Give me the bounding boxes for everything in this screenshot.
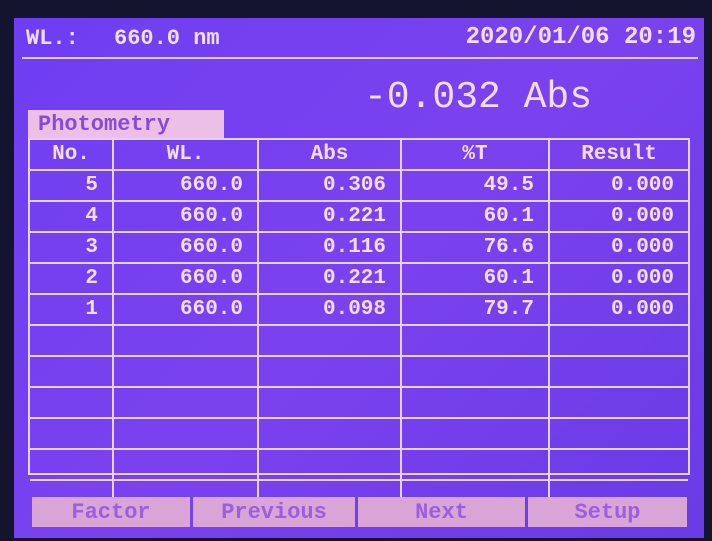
- cell: [114, 450, 259, 479]
- cell: [30, 419, 114, 448]
- cell: [30, 357, 114, 386]
- datetime: 2020/01/06 20:19: [466, 24, 696, 51]
- cell: 0.098: [259, 295, 402, 324]
- cell: [550, 388, 688, 417]
- cell: 660.0: [114, 264, 259, 293]
- softkey-button[interactable]: Setup: [528, 497, 687, 527]
- cell: 0.000: [550, 264, 688, 293]
- cell: [114, 326, 259, 355]
- cell: [259, 357, 402, 386]
- wavelength: 660.0 nm: [114, 26, 220, 51]
- table-row: [30, 419, 688, 450]
- cell: 60.1: [402, 264, 550, 293]
- cell: [30, 388, 114, 417]
- cell: [259, 326, 402, 355]
- header-divider: [22, 57, 698, 59]
- cell: 660.0: [114, 171, 259, 200]
- column-header: Abs: [259, 140, 402, 169]
- cell: 0.000: [550, 171, 688, 200]
- cell: [30, 450, 114, 479]
- cell: 0.116: [259, 233, 402, 262]
- cell: [550, 419, 688, 448]
- cell: 3: [30, 233, 114, 262]
- softkey-button[interactable]: Previous: [193, 497, 355, 527]
- cell: 660.0: [114, 295, 259, 324]
- cell: 660.0: [114, 202, 259, 231]
- cell: 1: [30, 295, 114, 324]
- cell: 4: [30, 202, 114, 231]
- table-row: [30, 326, 688, 357]
- reading: -0.032 Abs: [364, 76, 592, 119]
- cell: 0.000: [550, 202, 688, 231]
- cell: 0.221: [259, 264, 402, 293]
- cell: [259, 450, 402, 479]
- cell: [402, 357, 550, 386]
- cell: 5: [30, 171, 114, 200]
- cell: [550, 357, 688, 386]
- cell: [114, 357, 259, 386]
- tab[interactable]: Photometry: [28, 110, 224, 138]
- cell: 660.0: [114, 233, 259, 262]
- cell: 49.5: [402, 171, 550, 200]
- cell: [114, 419, 259, 448]
- cell: 0.221: [259, 202, 402, 231]
- cell: [259, 388, 402, 417]
- column-header: WL.: [114, 140, 259, 169]
- cell: 2: [30, 264, 114, 293]
- cell: 0.000: [550, 295, 688, 324]
- cell: [402, 419, 550, 448]
- cell: [30, 326, 114, 355]
- cell: 0.000: [550, 233, 688, 262]
- cell: [402, 388, 550, 417]
- page: WL.: 660.0 nm 2020/01/06 20:19 -0.032 Ab…: [0, 0, 712, 541]
- softkey-button[interactable]: Factor: [32, 497, 190, 527]
- cell: [402, 326, 550, 355]
- cell: [402, 450, 550, 479]
- cell: 79.7: [402, 295, 550, 324]
- softkey-button[interactable]: Next: [358, 497, 525, 527]
- screen: WL.: 660.0 nm 2020/01/06 20:19 -0.032 Ab…: [14, 18, 704, 538]
- column-header: %T: [402, 140, 550, 169]
- cell: 0.306: [259, 171, 402, 200]
- column-header: No.: [30, 140, 114, 169]
- cell: [550, 450, 688, 479]
- wavelength-label: WL.:: [26, 26, 79, 51]
- cell: [259, 419, 402, 448]
- cell: [550, 326, 688, 355]
- cell: [114, 388, 259, 417]
- table-row: [30, 357, 688, 388]
- table-row: [30, 388, 688, 419]
- cell: 60.1: [402, 202, 550, 231]
- cell: 76.6: [402, 233, 550, 262]
- column-header: Result: [550, 140, 688, 169]
- table-row: [30, 450, 688, 481]
